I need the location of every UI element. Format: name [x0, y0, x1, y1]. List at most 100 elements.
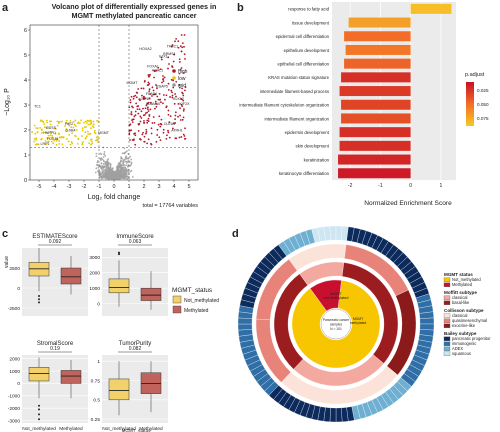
volcano-point — [147, 117, 150, 120]
gene-label: RSAP5 — [156, 85, 168, 89]
volcano-point — [99, 176, 101, 179]
box — [60, 370, 82, 384]
volcano-point — [167, 109, 170, 112]
volcano-point — [33, 140, 35, 143]
volcano-point — [65, 119, 68, 122]
sunburst-legend-label: exocrine-like — [452, 323, 476, 328]
sunburst-legend-title: Moffitt subtype — [444, 290, 477, 295]
volcano-point — [81, 143, 84, 146]
volcano-point — [104, 174, 107, 177]
enrichment-term-label: keratinocyte differentiation — [279, 171, 330, 176]
volcano-point — [35, 137, 38, 140]
volcano-point — [156, 128, 159, 131]
volcano-point — [181, 42, 184, 45]
volcano-point — [55, 139, 58, 142]
volcano-point — [152, 116, 155, 118]
volcano-point — [94, 171, 97, 174]
volcano-point — [168, 136, 171, 139]
volcano-point — [125, 168, 128, 171]
volcano-point — [140, 117, 143, 119]
volcano-point — [41, 131, 43, 134]
moffitt-arc — [299, 261, 344, 286]
volcano-point — [104, 161, 107, 164]
pvalue-label: 0.063 — [129, 239, 142, 245]
sunburst-legend-swatch — [443, 351, 451, 356]
sunburst-legend-title: Bailey subtype — [444, 331, 477, 336]
volcano-point — [166, 134, 168, 137]
volcano-point — [65, 122, 68, 124]
volcano-point — [146, 119, 149, 122]
volcano-point — [47, 126, 49, 129]
volcano-point — [162, 80, 165, 83]
volcano-point — [36, 131, 39, 133]
volcano-point — [184, 127, 186, 130]
volcano-point — [167, 67, 169, 70]
volcano-point — [121, 152, 124, 155]
volcano-point — [61, 120, 63, 123]
gene-label: CENK — [141, 97, 152, 101]
volcano-point — [134, 143, 137, 146]
volcano-point — [172, 79, 175, 82]
volcano-point — [143, 140, 146, 143]
volcano-point — [92, 123, 95, 126]
volcano-point — [174, 111, 177, 114]
volcano-point — [125, 164, 128, 167]
outlier — [38, 301, 40, 304]
volcano-point — [52, 142, 55, 145]
boxplot-y-tick: 0 — [97, 301, 100, 307]
volcano-point — [125, 150, 128, 153]
volcano-point — [126, 175, 129, 178]
volcano-point — [162, 78, 164, 81]
volcano-point — [103, 150, 106, 153]
volcano-point — [49, 134, 52, 137]
enrichment-term-label: epidermis development — [285, 130, 330, 135]
volcano-point — [73, 123, 76, 126]
volcano-point — [81, 127, 84, 130]
volcano-point — [131, 121, 134, 124]
volcano-point — [149, 93, 151, 96]
volcano-point — [57, 122, 60, 125]
volcano-point — [80, 135, 83, 137]
gene-label: TC1 — [34, 105, 41, 109]
volcano-point — [164, 98, 166, 101]
volcano-point — [131, 118, 134, 121]
volcano-point — [49, 130, 52, 133]
volcano-point — [156, 87, 158, 90]
boxplot-x-label: Methylated — [59, 426, 83, 432]
volcano-point — [64, 125, 66, 127]
boxplot-title: ESTIMATEScore — [32, 234, 78, 240]
volcano-point — [124, 158, 127, 161]
volcano-point — [158, 136, 161, 139]
volcano-point — [160, 101, 162, 104]
volcano-point — [110, 172, 113, 175]
boxplot-y-tick: 1000 — [9, 369, 20, 375]
padj-colorbar — [466, 82, 474, 126]
volcano-point — [77, 137, 80, 140]
volcano-point — [123, 176, 126, 179]
volcano-point — [154, 93, 157, 96]
outlier — [38, 408, 40, 411]
boxplot-y-tick: 0.5 — [93, 398, 100, 404]
volcano-point — [81, 142, 84, 145]
volcano-point — [157, 66, 160, 69]
sunburst-legend-label: pancreatic progenitor — [452, 336, 491, 341]
bailey-segment — [237, 317, 253, 325]
volcano-point — [96, 159, 99, 162]
volcano-point — [160, 58, 163, 61]
bailey-segment — [419, 323, 435, 331]
y-tick-label: 2 — [24, 128, 27, 134]
volcano-point — [115, 171, 118, 174]
volcano-point — [133, 115, 136, 118]
volcano-point — [108, 176, 110, 179]
volcano-point — [130, 169, 133, 172]
volcano-point — [182, 116, 185, 119]
volcano-point — [67, 140, 70, 143]
gene-label: KIF2X — [180, 102, 191, 106]
volcano-point — [84, 131, 87, 134]
volcano-point — [165, 94, 168, 97]
volcano-point — [159, 68, 162, 71]
enrichment-bar — [341, 72, 411, 83]
volcano-point — [75, 129, 78, 131]
volcano-point — [153, 70, 156, 72]
